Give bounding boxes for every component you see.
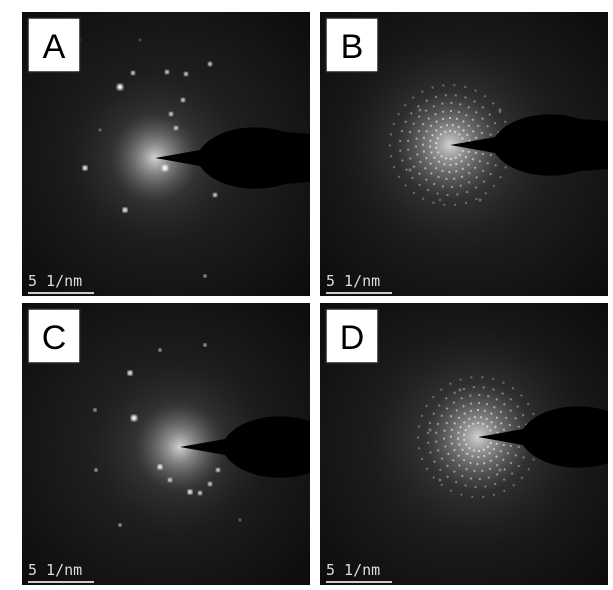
diffraction-spot bbox=[165, 70, 169, 74]
diffraction-spot bbox=[99, 129, 101, 131]
diffraction-spot bbox=[459, 389, 461, 391]
diffraction-spot bbox=[439, 479, 441, 481]
diffraction-spot bbox=[198, 491, 202, 495]
diffraction-spot bbox=[159, 349, 162, 352]
diffraction-spot bbox=[429, 429, 431, 431]
panel-label: C bbox=[42, 319, 67, 357]
diffraction-spot bbox=[213, 193, 217, 197]
diffraction-spot bbox=[139, 39, 141, 41]
diffraction-spot bbox=[95, 469, 98, 472]
diffraction-spot bbox=[499, 109, 501, 111]
diffraction-spot bbox=[131, 71, 135, 75]
scale-bar-label: 5 1/nm bbox=[28, 561, 82, 579]
diffraction-spot bbox=[204, 275, 207, 278]
scale-bar-label: 5 1/nm bbox=[326, 561, 380, 579]
diffraction-spot bbox=[499, 469, 501, 471]
diffraction-spot bbox=[188, 490, 193, 495]
diffraction-spot bbox=[131, 415, 137, 421]
diffraction-spot bbox=[239, 519, 241, 521]
diffraction-spot bbox=[439, 199, 441, 201]
diffraction-spot bbox=[174, 126, 178, 130]
diffraction-spot bbox=[119, 524, 122, 527]
diffraction-spot bbox=[83, 166, 88, 171]
panel-label: B bbox=[341, 28, 364, 66]
scale-bar-label: 5 1/nm bbox=[28, 272, 82, 290]
diffraction-spot bbox=[409, 169, 411, 171]
diffraction-spot bbox=[117, 84, 123, 90]
diffraction-spot bbox=[128, 371, 133, 376]
diffraction-spot bbox=[419, 109, 421, 111]
diffraction-spot bbox=[479, 199, 481, 201]
diffraction-panel: A 5 1/nm bbox=[22, 12, 310, 296]
panel-label: A bbox=[43, 28, 66, 66]
diffraction-spot bbox=[184, 72, 188, 76]
scale-bar-label: 5 1/nm bbox=[326, 272, 380, 290]
diffraction-spot bbox=[94, 409, 97, 412]
diffraction-spot bbox=[168, 478, 172, 482]
diffraction-panel: B 5 1/nm bbox=[320, 12, 608, 296]
diffraction-spot bbox=[204, 344, 207, 347]
diffraction-spot bbox=[216, 468, 220, 472]
diffraction-panel: C 5 1/nm bbox=[22, 303, 310, 585]
diffraction-spot bbox=[123, 208, 128, 213]
diffraction-spot bbox=[208, 482, 212, 486]
diffraction-spot bbox=[208, 62, 212, 66]
panel-label: D bbox=[340, 319, 365, 357]
diffraction-spot bbox=[158, 465, 163, 470]
figure: A 5 1/nm B 5 1/nm C 5 1/nm D 5 1/nm bbox=[0, 0, 613, 585]
diffraction-spot bbox=[162, 165, 168, 171]
diffraction-spot bbox=[169, 112, 173, 116]
diffraction-spot bbox=[181, 98, 185, 102]
diffraction-panel: D 5 1/nm bbox=[320, 303, 608, 585]
